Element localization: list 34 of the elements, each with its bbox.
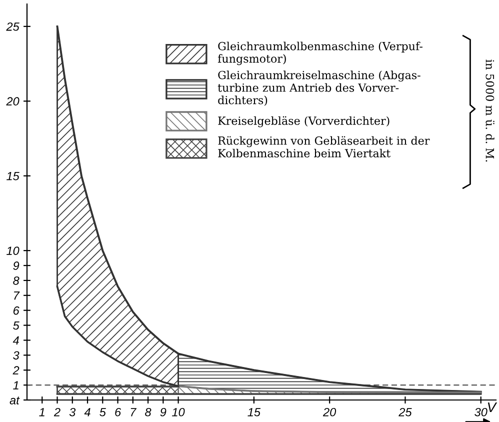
x-axis-title: V xyxy=(488,402,498,412)
y-tick-label: 7 xyxy=(14,292,20,300)
x-tick-label: 10 xyxy=(172,408,185,416)
legend-label: Kreiselgebläse (Vorverdichter) xyxy=(218,116,390,128)
y-tick-label: 2 xyxy=(12,366,20,374)
x-tick-label: 30 xyxy=(474,408,488,416)
x-tick-label: 20 xyxy=(322,408,336,416)
x-tick-label: 6 xyxy=(115,408,122,416)
y-tick-label: 10 xyxy=(6,246,20,255)
y-tick-label: 9 xyxy=(13,262,20,270)
x-tick-label: 9 xyxy=(160,408,166,416)
legend-label: Gleichraumkolbenmaschine (Verpuf- fungsmotor) xyxy=(218,42,422,66)
y-tick-label: 3 xyxy=(13,351,20,360)
x-tick-label: 7 xyxy=(130,408,137,416)
annotation: in 5000 m ü. d. M. xyxy=(486,60,494,162)
y-tick-label: at xyxy=(10,396,20,404)
legend-label: Gleichraumkreiselmaschine (Abgas- turbine zum Antrieb des Vorver- dichters) xyxy=(218,70,420,106)
x-tick-label: 3 xyxy=(69,408,76,416)
legend-label: Rückgewinn von Gebläsearbeit in der Kolbenmaschine beim Viertakt xyxy=(218,136,430,158)
x-tick-label: 25 xyxy=(398,408,412,416)
y-tick-label: 4 xyxy=(12,336,19,345)
x-tick-label: 15 xyxy=(248,408,261,416)
y-tick-label: 1 xyxy=(13,381,18,390)
x-tick-label: 8 xyxy=(145,408,152,416)
y-tick-label: 8 xyxy=(13,276,20,285)
x-tick-label: 1 xyxy=(39,408,44,416)
y-tick-label: 15 xyxy=(6,172,20,180)
x-tick-label: 4 xyxy=(84,408,90,416)
y-tick-label: 25 xyxy=(6,22,20,31)
x-tick-label: 2 xyxy=(54,408,60,416)
y-tick-label: 20 xyxy=(6,97,20,106)
x-tick-label: 5 xyxy=(100,408,106,416)
y-tick-label: 5 xyxy=(13,321,20,330)
y-tick-label: 6 xyxy=(13,306,20,315)
